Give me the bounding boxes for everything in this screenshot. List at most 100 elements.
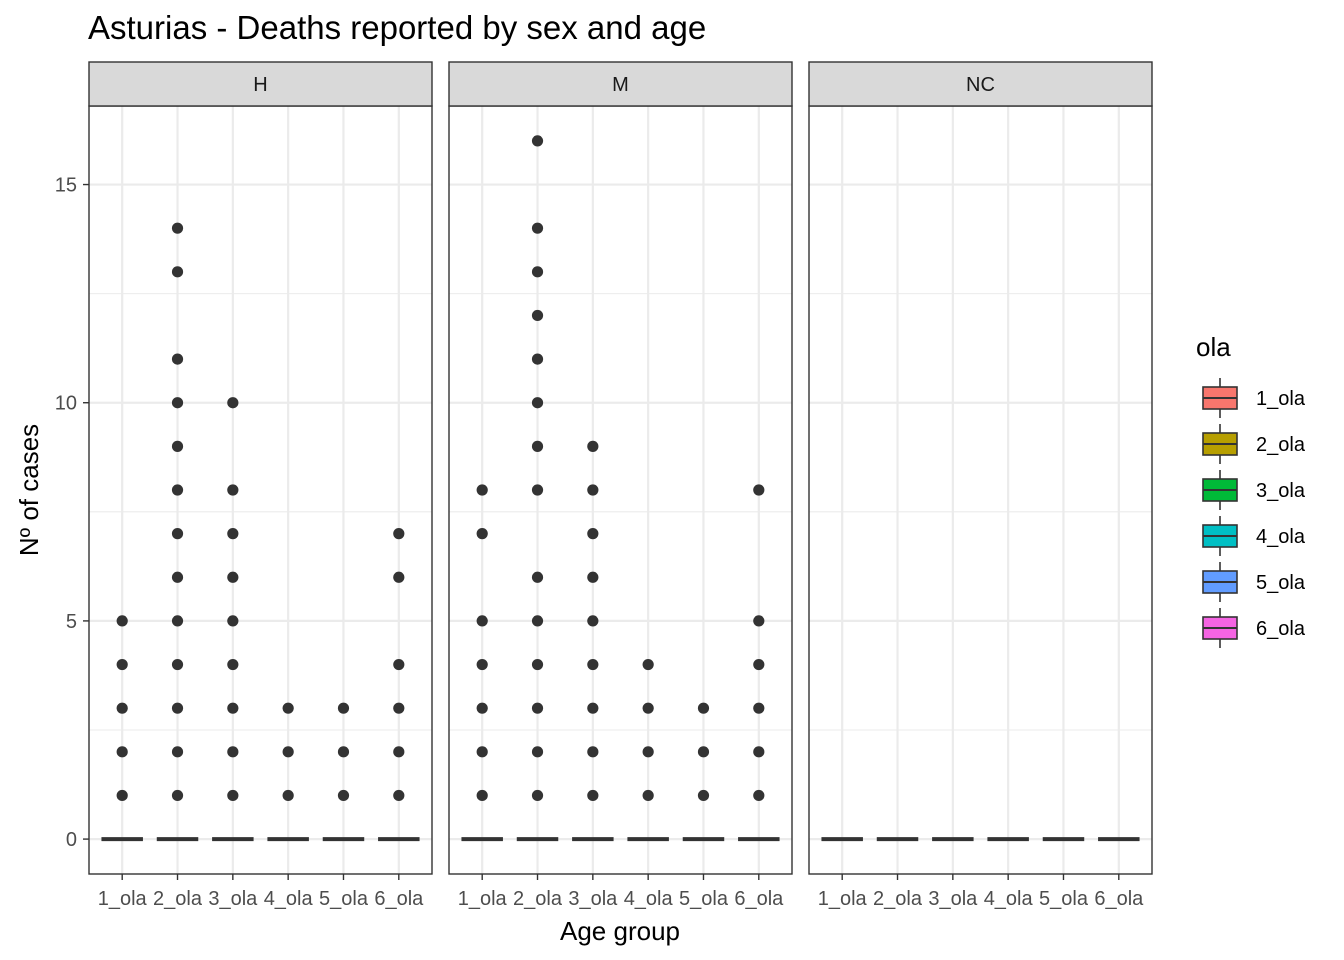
chart-title: Asturias - Deaths reported by sex and ag… [88,9,706,46]
outlier-point [393,528,405,540]
outlier-point [227,615,239,627]
outlier-point [531,571,544,583]
x-tick-label: 5_ola [1039,888,1089,910]
outlier-point [282,746,294,758]
outlier-point [587,440,599,452]
strip-label: H [253,74,267,96]
outlier-point [531,135,544,147]
strip-label: M [612,74,629,96]
y-axis: 0 5 10 15 [55,175,89,851]
outlier-point [393,571,405,583]
x-tick-label: 4_ola [624,888,674,910]
legend-item: 3_ola [1202,470,1306,510]
x-tick-label: 3_ola [568,888,618,910]
x-tick-label: 1_ola [458,888,508,910]
outlier-point [116,658,128,671]
outlier-point [171,440,184,452]
outlier-point [337,789,350,802]
outlier-point [171,615,184,627]
outlier-point [531,789,544,802]
outlier-point [227,789,239,802]
outlier-point [476,789,488,802]
legend-items: 1_ola 2_ola 3_ola 4_ola 5_ola 6_ola [1202,378,1306,648]
strip-background [448,61,793,107]
outlier-point [531,658,544,671]
panel-background [809,106,1152,874]
x-tick-label: 4_ola [264,888,314,910]
outlier-point [531,353,544,365]
legend-label: 5_ola [1256,572,1306,594]
legend-item: 5_ola [1202,562,1306,602]
outlier-point [587,789,599,802]
legend: ola 1_ola 2_ola 3_ola 4_ola 5_ola 6_ola [1196,332,1306,648]
outlier-point [587,615,599,627]
outlier-point [587,571,599,583]
outlier-point [171,571,184,583]
legend-item: 6_ola [1202,608,1306,648]
outlier-point [171,528,184,540]
strip-background [88,61,433,107]
panel-h: H 1_ola 2_ola 3_ola 4_ola 5_ola 6_ola [88,61,433,910]
outlier-point [531,702,544,714]
outlier-point [531,615,544,627]
outlier-point [587,484,599,496]
outlier-point [697,746,710,758]
outlier-point [753,658,765,671]
outlier-point [393,746,405,758]
outlier-point [753,702,765,714]
outlier-point [227,397,239,409]
outlier-point [476,484,488,496]
legend-label: 6_ola [1256,618,1306,640]
outlier-point [337,702,350,714]
outlier-point [753,746,765,758]
outlier-points [476,135,765,802]
legend-item: 1_ola [1202,378,1306,418]
outlier-point [531,266,544,278]
outlier-point [171,702,184,714]
y-tick-label: 5 [66,611,77,633]
outlier-point [171,789,184,802]
strip-background [808,61,1153,107]
x-tick-label: 5_ola [679,888,729,910]
outlier-point [171,746,184,758]
x-tick-label: 4_ola [984,888,1034,910]
outlier-point [227,528,239,540]
outlier-point [587,702,599,714]
x-tick-label: 2_ola [873,888,923,910]
outlier-point [531,222,544,234]
outlier-point [753,615,765,627]
outlier-point [171,484,184,496]
x-tick-label: 2_ola [513,888,563,910]
panel-nc: NC 1_ola 2_ola 3_ola 4_ola 5_ola 6_ola [808,61,1153,910]
outlier-point [531,309,544,322]
outlier-point [476,658,488,671]
outlier-point [227,746,239,758]
outlier-point [642,658,654,671]
outlier-point [227,484,239,496]
outlier-point [476,702,488,714]
legend-label: 1_ola [1256,388,1306,410]
x-axis-title: Age group [560,916,680,946]
outlier-point [227,702,239,714]
outlier-point [753,789,765,802]
outlier-point [337,746,350,758]
outlier-point [116,746,128,758]
panel-m: M 1_ola 2_ola 3_ola 4_ola 5_ola 6_ola [448,61,793,910]
x-tick-label: 1_ola [818,888,868,910]
outlier-point [282,702,294,714]
outlier-point [171,222,184,234]
legend-item: 2_ola [1202,424,1306,464]
outlier-point [171,397,184,409]
outlier-points [116,222,405,802]
outlier-point [642,789,654,802]
outlier-point [587,528,599,540]
y-tick-label: 15 [55,175,77,197]
outlier-point [116,789,128,802]
outlier-point [393,658,405,671]
legend-label: 2_ola [1256,434,1306,456]
x-tick-label: 6_ola [734,888,784,910]
legend-label: 3_ola [1256,480,1306,502]
outlier-point [393,702,405,714]
outlier-point [587,746,599,758]
